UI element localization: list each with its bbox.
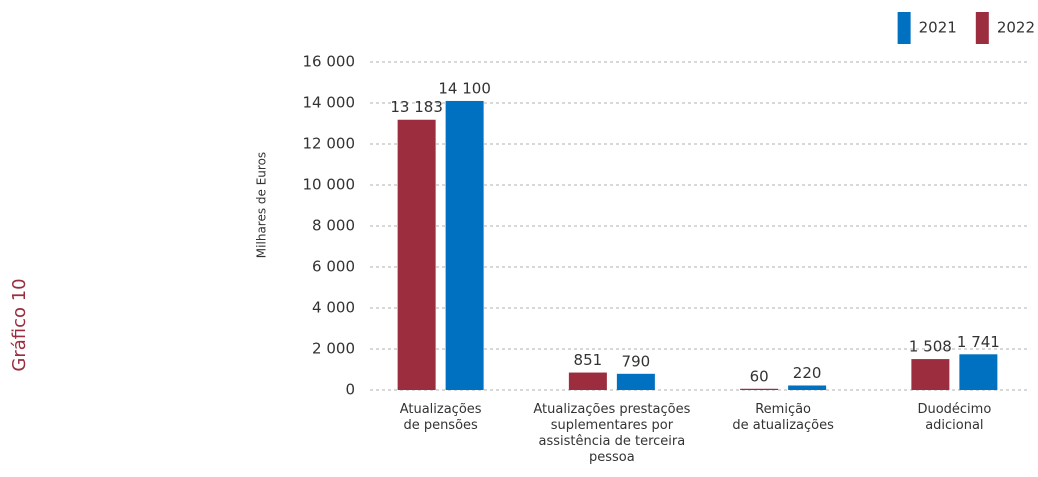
y-tick-label: 0: [345, 381, 355, 399]
value-label: 851: [574, 351, 603, 369]
x-tick-label: Atualizações de pensões: [399, 402, 482, 433]
side-label: Gráfico 10: [9, 278, 30, 371]
value-label: 790: [622, 352, 651, 370]
bar: [616, 373, 655, 390]
value-label: 1 508: [909, 338, 952, 356]
legend-label: 2022: [997, 19, 1035, 37]
value-label: 60: [750, 367, 769, 385]
bar: [568, 372, 607, 390]
value-label: 13 183: [390, 98, 443, 116]
value-label: 14 100: [438, 79, 491, 97]
x-tick-label: Atualizações prestações suplementares po…: [533, 402, 691, 465]
bar: [445, 100, 484, 390]
y-tick-label: 16 000: [303, 53, 356, 71]
x-tick-label: Remição de atualizações: [732, 402, 834, 433]
y-tick-label: 2 000: [312, 340, 355, 358]
bar: [740, 388, 779, 390]
bar: [788, 385, 827, 390]
y-tick-label: 10 000: [303, 176, 356, 194]
y-tick-label: 12 000: [303, 135, 356, 153]
bar: [959, 354, 998, 390]
bar: [911, 359, 950, 390]
legend-swatch: [897, 12, 911, 44]
legend-swatch: [975, 12, 989, 44]
value-label: 220: [793, 364, 822, 382]
value-label: 1 741: [957, 333, 1000, 351]
legend-label: 2021: [919, 19, 957, 37]
bar: [397, 119, 436, 390]
y-tick-label: 8 000: [312, 217, 355, 235]
y-axis-label: Milhares de Euros: [255, 152, 269, 258]
y-tick-label: 6 000: [312, 258, 355, 276]
x-tick-label: Duodécimo adicional: [917, 402, 992, 433]
y-tick-label: 14 000: [303, 94, 356, 112]
y-tick-label: 4 000: [312, 299, 355, 317]
